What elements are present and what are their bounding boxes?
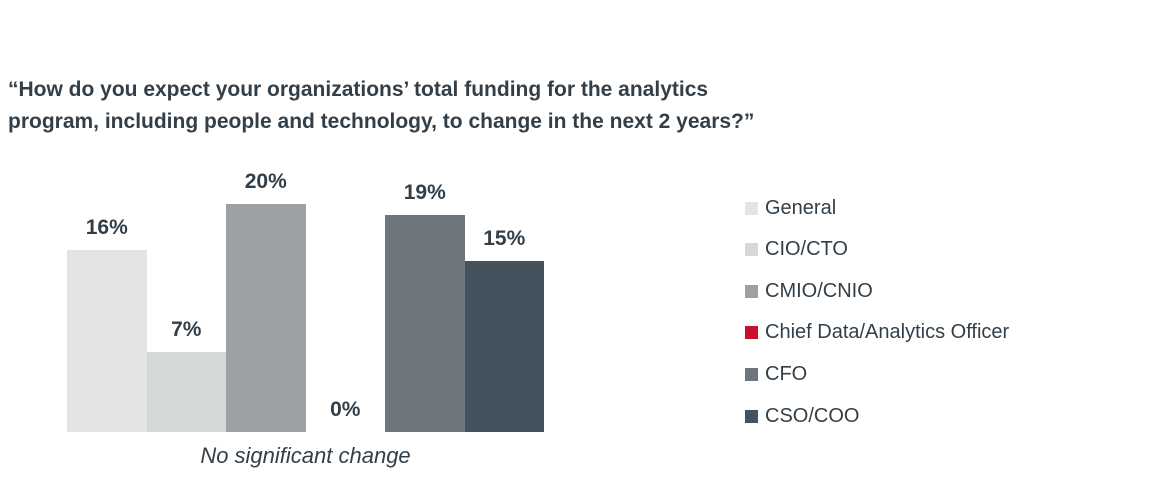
legend-label-chief-data-analytics-officer: Chief Data/Analytics Officer xyxy=(765,321,1010,344)
legend-label-cmio-cnio: CMIO/CNIO xyxy=(765,279,873,302)
legend-label-general: General xyxy=(765,196,837,219)
legend-label-cio-cto: CIO/CTO xyxy=(765,238,848,261)
x-axis-category-label: No significant change xyxy=(200,443,411,468)
bar-value-label-cfo: 19% xyxy=(403,181,446,205)
bar-cfo xyxy=(385,215,465,432)
legend-item-chief-data-analytics-officer: Chief Data/Analytics Officer xyxy=(745,321,1010,344)
bar-value-label-general: 16% xyxy=(85,215,128,239)
bar-cio-cto xyxy=(146,352,226,432)
legend-item-cso-coo: CSO/COO xyxy=(745,404,860,427)
bar-value-label-cso-coo: 15% xyxy=(483,227,526,250)
chart-title: “How do you expect your organizations’ t… xyxy=(8,74,754,138)
legend-item-general: General xyxy=(745,196,837,219)
bar-value-label-cio-cto: 7% xyxy=(171,318,202,342)
legend-marker-general xyxy=(745,201,758,215)
legend-label-cfo: CFO xyxy=(765,362,808,385)
legend-label-cso-coo: CSO/COO xyxy=(765,404,860,427)
legend-item-cmio-cnio: CMIO/CNIO xyxy=(745,279,873,302)
legend-marker-cmio-cnio xyxy=(745,284,758,298)
bar-general xyxy=(67,249,147,432)
legend-marker-cio-cto xyxy=(745,243,758,257)
bar-value-label-cmio-cnio: 20% xyxy=(244,170,287,193)
legend-marker-cso-coo xyxy=(745,409,758,423)
chart-title-line-2: program, including people and technology… xyxy=(8,110,755,133)
bar-cso-coo xyxy=(464,261,544,432)
bar-cmio-cnio xyxy=(226,204,306,432)
bar-value-label-chief-data-analytics-officer: 0% xyxy=(330,398,361,421)
legend-marker-chief-data-analytics-officer xyxy=(745,326,758,340)
legend-item-cio-cto: CIO/CTO xyxy=(745,238,848,261)
legend-marker-cfo xyxy=(745,367,758,381)
chart-title-line-1: “How do you expect your organizations’ t… xyxy=(8,78,709,101)
legend-item-cfo: CFO xyxy=(745,362,808,385)
bar-plot: 16% 7% 20% 0% 19% 15% xyxy=(67,170,544,432)
